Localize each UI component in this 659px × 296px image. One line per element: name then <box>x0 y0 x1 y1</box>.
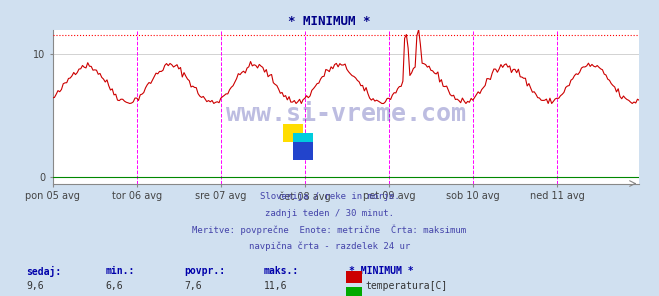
Bar <box>293 133 313 151</box>
Text: povpr.:: povpr.: <box>185 266 225 276</box>
Text: zadnji teden / 30 minut.: zadnji teden / 30 minut. <box>265 209 394 218</box>
Bar <box>293 142 313 160</box>
Bar <box>283 124 303 142</box>
Text: www.si-vreme.com: www.si-vreme.com <box>226 102 466 126</box>
Text: temperatura[C]: temperatura[C] <box>366 281 448 291</box>
Text: * MINIMUM *: * MINIMUM * <box>349 266 414 276</box>
Text: 9,6: 9,6 <box>26 281 44 291</box>
Text: Slovenija / reke in morje.: Slovenija / reke in morje. <box>260 192 399 201</box>
Text: maks.:: maks.: <box>264 266 299 276</box>
Text: min.:: min.: <box>105 266 135 276</box>
Text: * MINIMUM *: * MINIMUM * <box>288 15 371 28</box>
Text: sedaj:: sedaj: <box>26 266 61 277</box>
Text: navpična črta - razdelek 24 ur: navpična črta - razdelek 24 ur <box>249 241 410 251</box>
Text: 6,6: 6,6 <box>105 281 123 291</box>
Text: Meritve: povprečne  Enote: metrične  Črta: maksimum: Meritve: povprečne Enote: metrične Črta:… <box>192 225 467 235</box>
Text: 11,6: 11,6 <box>264 281 287 291</box>
Text: 7,6: 7,6 <box>185 281 202 291</box>
